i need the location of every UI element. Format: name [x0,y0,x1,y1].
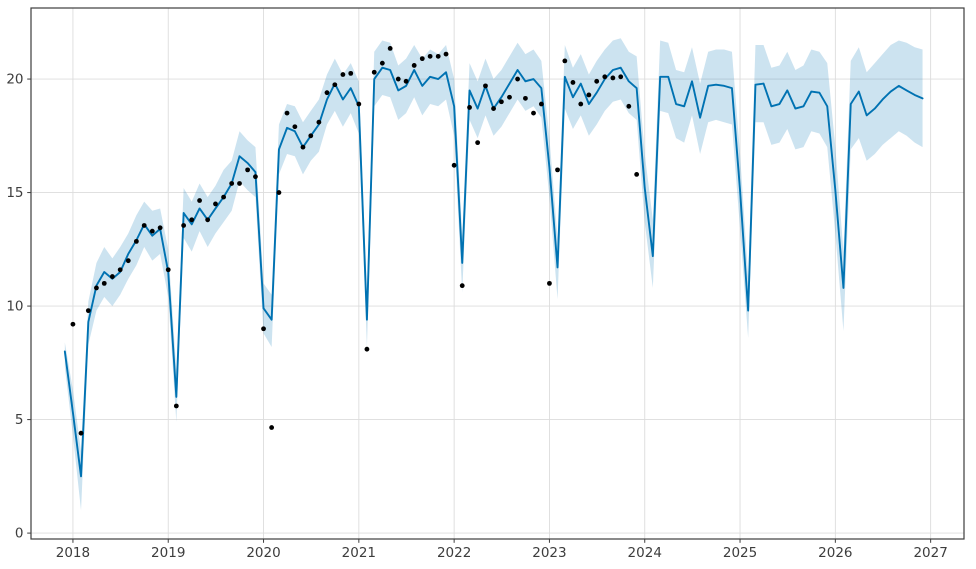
observed-point [269,425,275,430]
observed-point [165,267,171,273]
x-tick-label: 2020 [246,545,280,561]
observed-point [515,76,520,82]
observed-point [261,326,266,332]
observed-point [205,217,211,223]
observed-point [538,101,544,107]
y-tick-label: 0 [15,526,24,542]
observed-point [586,92,592,98]
observed-point [499,99,504,105]
observed-point [483,83,488,89]
observed-point [594,78,600,84]
observed-point [237,181,242,186]
observed-point [610,75,616,81]
observed-point [316,119,322,125]
observed-point [340,72,346,77]
observed-point [475,140,481,146]
observed-point [467,105,472,110]
observed-point [411,63,417,68]
observed-point [364,346,370,352]
x-tick-label: 2019 [151,545,185,561]
observed-point [189,217,195,223]
observed-point [70,321,76,327]
x-tick-label: 2023 [532,545,566,561]
observed-point [356,101,362,107]
observed-point [602,74,608,80]
observed-point [451,162,457,168]
observed-point [618,74,624,80]
observed-point [523,95,528,101]
observed-point [324,90,330,96]
observed-point [133,238,139,244]
observed-point [578,101,584,107]
observed-point [379,60,385,66]
observed-point [181,223,187,228]
x-tick-label: 2025 [723,545,757,561]
x-tick-label: 2026 [818,545,852,561]
observed-point [459,283,465,289]
observed-point [78,430,84,436]
observed-point [387,46,393,51]
observed-point [245,167,251,173]
observed-point [634,172,640,177]
observed-point [213,201,218,207]
observed-point [149,228,155,234]
x-tick-label: 2024 [628,545,662,561]
observed-point [173,403,179,409]
observed-point [348,70,354,76]
observed-point [435,53,441,59]
observed-point [141,223,147,228]
observed-point [547,280,552,286]
observed-point [284,110,290,116]
observed-point [507,94,512,100]
observed-point [371,69,377,75]
observed-points [70,46,640,436]
observed-point [570,80,576,85]
observed-point [403,78,409,84]
observed-point [85,308,91,314]
observed-point [253,174,258,180]
axes-border [30,7,965,540]
x-tick-label: 2022 [437,545,471,561]
observed-point [308,133,314,139]
observed-point [300,144,306,150]
observed-point [419,56,425,62]
y-tick-label: 15 [6,185,23,201]
observed-point [562,58,568,64]
observed-point [197,198,202,203]
x-tick-label: 2027 [913,545,947,561]
observed-point [125,258,131,264]
x-tick-label: 2021 [342,545,376,561]
observed-point [555,167,560,173]
observed-point [395,76,401,82]
observed-point [221,194,226,200]
observed-point [276,190,282,195]
x-tick-label: 2018 [56,545,90,561]
observed-point [292,124,298,130]
observed-point [117,267,123,273]
observed-point [443,51,449,57]
observed-point [626,103,632,109]
observed-point [491,106,496,111]
observed-point [531,110,536,116]
observed-point [229,181,235,186]
observed-point [101,280,107,286]
y-tick-label: 5 [15,412,24,428]
y-tick-label: 20 [6,72,23,88]
observed-point [332,82,338,88]
observed-point [427,53,433,59]
observed-point [109,274,115,279]
observed-point [157,225,163,231]
observed-point [94,285,99,291]
y-tick-label: 10 [6,299,23,315]
